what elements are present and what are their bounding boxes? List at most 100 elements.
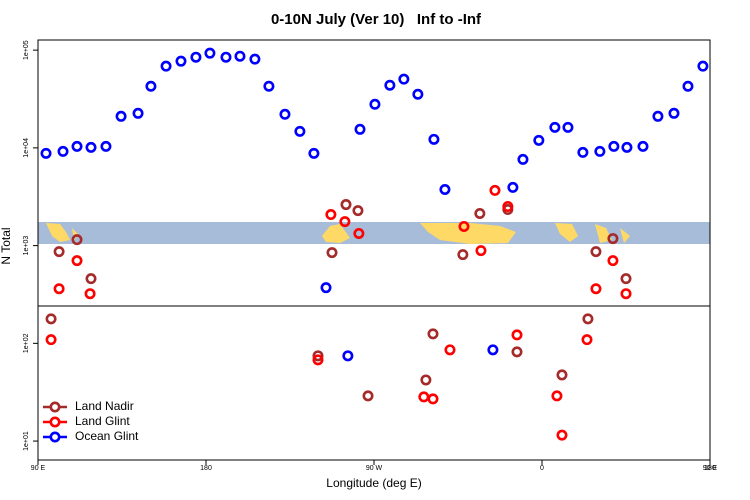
point — [652, 110, 664, 122]
point — [418, 391, 430, 403]
legend-label: Ocean Glint — [75, 429, 139, 443]
map-ocean — [38, 222, 710, 244]
legend-marker — [49, 416, 61, 428]
point — [607, 255, 619, 267]
point — [325, 209, 337, 221]
point — [71, 234, 83, 246]
point — [263, 80, 275, 92]
point — [320, 282, 332, 294]
point — [420, 374, 432, 386]
point — [145, 80, 157, 92]
y-tick-label: 1e+05 — [23, 40, 30, 60]
point — [502, 201, 514, 213]
point — [457, 249, 469, 261]
point — [444, 344, 456, 356]
point — [362, 390, 374, 402]
point — [590, 283, 602, 295]
point — [71, 140, 83, 152]
point — [249, 53, 261, 65]
point — [53, 283, 65, 295]
point — [556, 429, 568, 441]
x-tick-label: 90 E — [31, 465, 46, 472]
legend-label: Land Nadir — [75, 399, 134, 413]
x-tick-label: 180 — [704, 465, 716, 472]
point — [474, 208, 486, 220]
point — [160, 60, 172, 72]
point — [427, 328, 439, 340]
point — [53, 246, 65, 258]
point — [439, 184, 451, 196]
point — [517, 153, 529, 165]
point — [697, 60, 709, 72]
legend-marker — [49, 401, 61, 413]
point — [590, 246, 602, 258]
point — [607, 233, 619, 245]
x-tick-label: 180 — [200, 465, 212, 472]
point — [132, 107, 144, 119]
point — [620, 273, 632, 285]
point — [594, 145, 606, 157]
point — [428, 133, 440, 145]
point — [551, 390, 563, 402]
point — [340, 199, 352, 211]
x-tick-label: 90 E — [703, 465, 718, 472]
point — [220, 51, 232, 63]
point — [85, 273, 97, 285]
point — [562, 121, 574, 133]
y-tick-label: 1e+04 — [23, 138, 30, 158]
point — [487, 344, 499, 356]
point — [398, 73, 410, 85]
point — [533, 134, 545, 146]
point — [620, 288, 632, 300]
x-tick-label: 0 — [540, 465, 544, 472]
point — [100, 140, 112, 152]
point — [556, 369, 568, 381]
x-axis-label: Longitude (deg E) — [326, 476, 421, 490]
point — [549, 121, 561, 133]
point — [354, 123, 366, 135]
point — [190, 51, 202, 63]
y-axis-label: N Total — [0, 227, 13, 264]
point — [581, 334, 593, 346]
point — [577, 146, 589, 158]
point — [115, 110, 127, 122]
point — [40, 147, 52, 159]
point — [45, 313, 57, 325]
point — [342, 350, 354, 362]
plot-frame — [37, 39, 711, 461]
point — [621, 141, 633, 153]
point — [85, 141, 97, 153]
legend-label: Land Glint — [75, 414, 130, 428]
point — [475, 245, 487, 257]
point — [458, 220, 470, 232]
point — [312, 350, 324, 362]
chart-title: 0-10N July (Ver 10) Inf to -Inf — [271, 11, 482, 28]
point — [507, 181, 519, 193]
point — [511, 329, 523, 341]
map-strip — [38, 222, 710, 244]
x-tick-label: 90 W — [366, 465, 383, 472]
point — [279, 108, 291, 120]
point — [511, 346, 523, 358]
point — [682, 80, 694, 92]
legend-marker — [49, 431, 61, 443]
point — [369, 98, 381, 110]
point — [71, 255, 83, 267]
point — [637, 140, 649, 152]
point — [384, 79, 396, 91]
point — [352, 205, 364, 217]
point — [353, 227, 365, 239]
point — [294, 125, 306, 137]
point — [57, 145, 69, 157]
point — [234, 50, 246, 62]
point — [175, 55, 187, 67]
y-tick-label: 1e+03 — [23, 236, 30, 256]
map-land — [46, 223, 630, 244]
point — [489, 184, 501, 196]
y-tick-label: 1e+01 — [23, 431, 30, 451]
point — [308, 147, 320, 159]
point — [412, 88, 424, 100]
point — [204, 47, 216, 59]
